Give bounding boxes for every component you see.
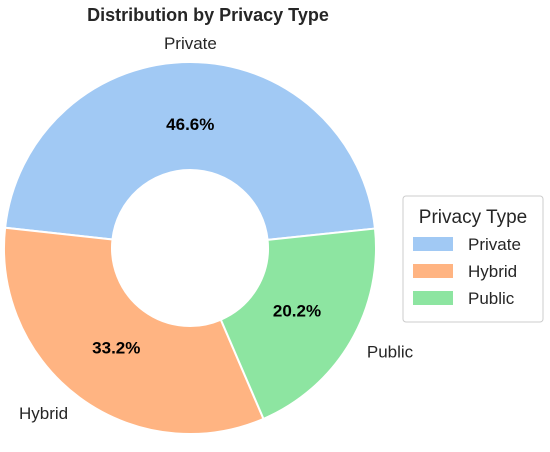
legend-label-public: Public <box>468 289 515 308</box>
slice-public <box>219 227 377 421</box>
legend-box <box>402 195 544 323</box>
legend-swatch-public <box>413 291 453 305</box>
chart-title: Distribution by Privacy Type <box>87 5 329 25</box>
legend-label-private: Private <box>468 235 521 254</box>
legend-swatch-hybrid <box>413 264 453 278</box>
slice-labels: Private 46.6% Hybrid 33.2% Public 20.2% <box>19 34 414 423</box>
slices <box>3 61 377 435</box>
legend: Privacy Type Private Hybrid Public <box>402 195 544 323</box>
percent-label-hybrid: 33.2% <box>92 339 140 358</box>
legend-swatch-private <box>413 237 453 251</box>
legend-title: Privacy Type <box>419 207 527 228</box>
slice-label-private: Private <box>164 34 217 53</box>
slice-private <box>3 61 377 241</box>
legend-label-hybrid: Hybrid <box>468 262 517 281</box>
slice-label-hybrid: Hybrid <box>19 404 68 423</box>
slice-hybrid <box>3 226 265 435</box>
percent-label-private: 46.6% <box>166 115 214 134</box>
slice-label-public: Public <box>367 343 414 362</box>
percent-label-public: 20.2% <box>273 302 321 321</box>
